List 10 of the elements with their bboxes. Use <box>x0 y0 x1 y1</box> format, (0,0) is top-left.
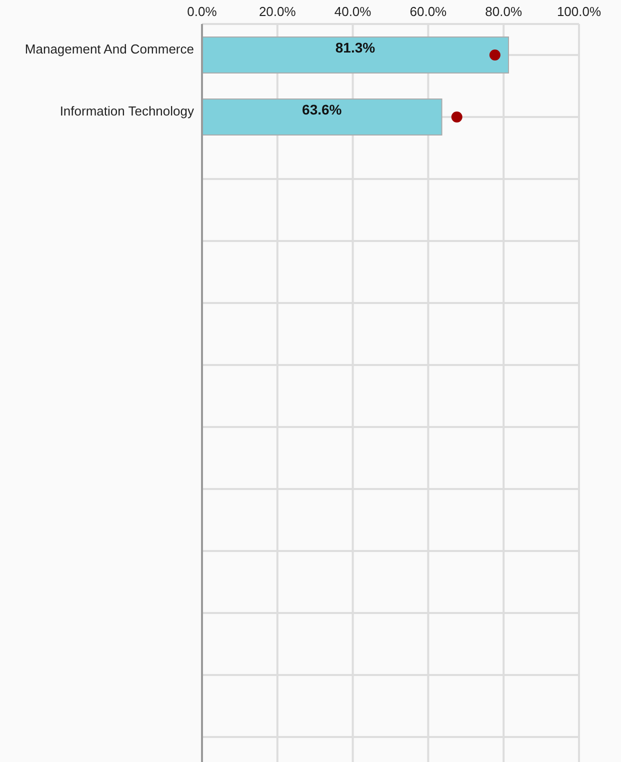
x-tick-label: 0.0% <box>187 4 218 19</box>
x-tick-label: 100.0% <box>556 4 602 19</box>
y-tick-label: Information Technology <box>60 104 194 119</box>
data-label: 63.6% <box>302 102 342 118</box>
x-tick-label: 20.0% <box>258 4 296 19</box>
x-tick-label: 40.0% <box>334 4 372 19</box>
data-label: 81.3% <box>335 40 376 56</box>
x-tick-label: 80.0% <box>485 4 522 19</box>
y-tick-label: Management And Commerce <box>24 42 194 57</box>
x-tick-label: 60.0% <box>410 4 448 19</box>
